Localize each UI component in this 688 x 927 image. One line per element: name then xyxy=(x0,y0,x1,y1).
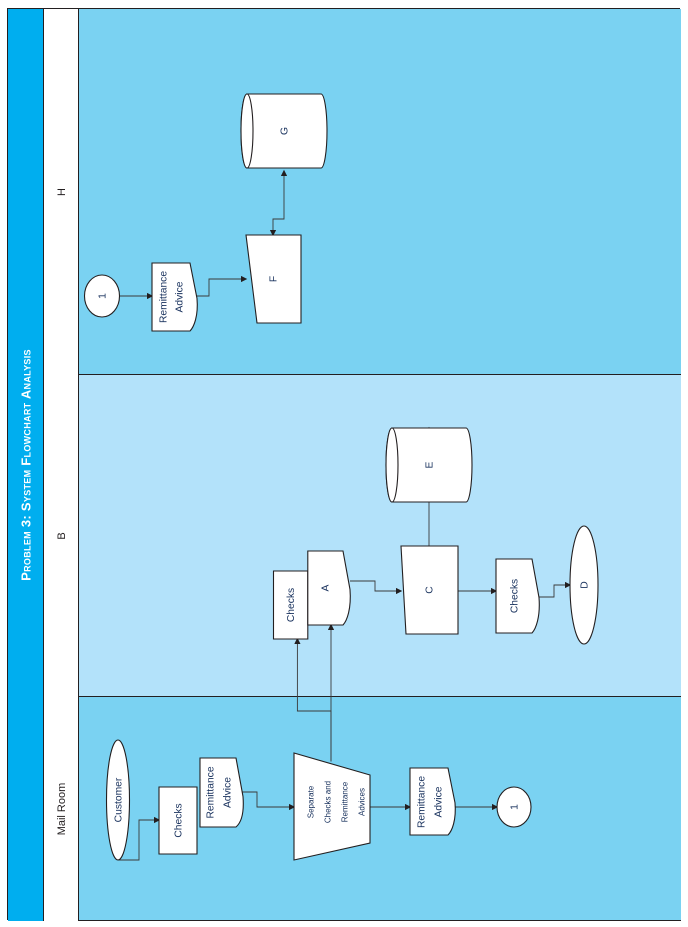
svg-text:1: 1 xyxy=(98,293,109,299)
svg-text:Checks: Checks xyxy=(510,579,521,613)
svg-text:Remittance: Remittance xyxy=(206,766,217,818)
svg-text:Separate: Separate xyxy=(307,785,316,818)
svg-text:G: G xyxy=(280,127,291,135)
svg-text:Remittance: Remittance xyxy=(159,271,170,323)
svg-text:D: D xyxy=(580,581,591,588)
svg-text:A: A xyxy=(321,584,332,591)
svg-text:Checks and: Checks and xyxy=(324,781,333,823)
svg-text:Remittance: Remittance xyxy=(341,781,350,822)
svg-text:F: F xyxy=(269,276,280,282)
svg-text:Checks: Checks xyxy=(286,588,297,622)
svg-text:Checks: Checks xyxy=(174,803,185,837)
svg-text:Remittance: Remittance xyxy=(417,776,428,828)
svg-text:Advice: Advice xyxy=(175,281,186,312)
svg-text:Advices: Advices xyxy=(358,788,367,816)
svg-text:1: 1 xyxy=(510,804,521,810)
svg-text:Advice: Advice xyxy=(434,786,445,817)
svg-text:E: E xyxy=(425,461,436,468)
svg-text:Customer: Customer xyxy=(114,777,125,822)
svg-text:C: C xyxy=(425,586,436,594)
svg-text:Advice: Advice xyxy=(223,777,234,808)
